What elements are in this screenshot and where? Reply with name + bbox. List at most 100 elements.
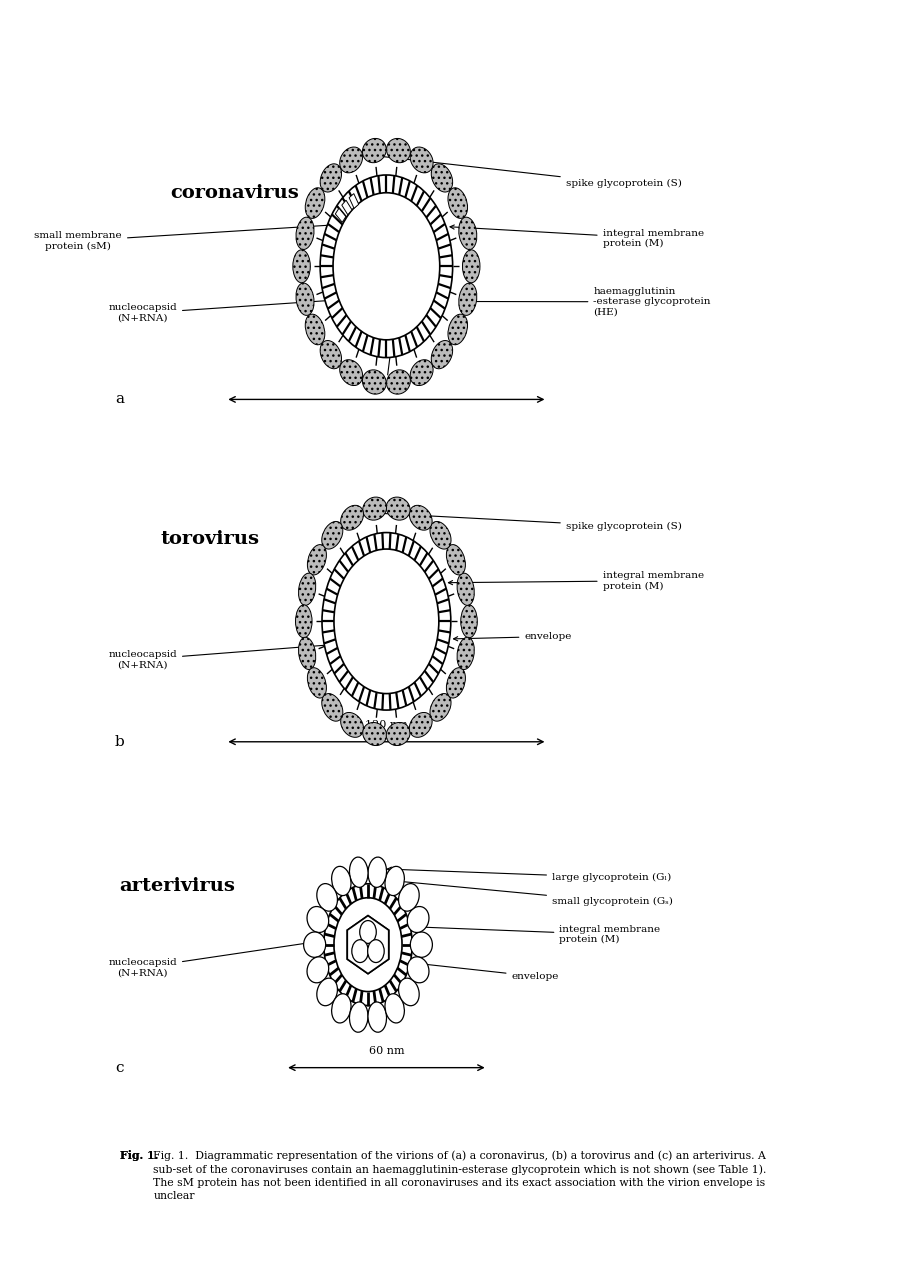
Text: integral membrane
protein (M): integral membrane protein (M) <box>414 924 660 945</box>
Text: nucleocapsid
(N+RNA): nucleocapsid (N+RNA) <box>108 643 335 670</box>
Ellipse shape <box>384 866 404 895</box>
Circle shape <box>351 940 368 962</box>
Circle shape <box>333 193 439 340</box>
Ellipse shape <box>457 638 474 670</box>
Text: Fig. 1.: Fig. 1. <box>119 1150 158 1161</box>
Text: a: a <box>115 392 124 407</box>
Ellipse shape <box>362 138 386 162</box>
Ellipse shape <box>303 932 325 957</box>
Ellipse shape <box>322 694 343 721</box>
Ellipse shape <box>305 188 324 218</box>
Ellipse shape <box>446 544 465 574</box>
Ellipse shape <box>386 723 410 746</box>
Circle shape <box>368 940 384 962</box>
Ellipse shape <box>386 370 410 394</box>
Text: nucleocapsid
(N+RNA): nucleocapsid (N+RNA) <box>108 297 362 323</box>
Ellipse shape <box>339 147 362 172</box>
Ellipse shape <box>362 497 386 520</box>
Text: envelope: envelope <box>453 631 571 642</box>
Polygon shape <box>323 884 412 1006</box>
Ellipse shape <box>316 978 337 1006</box>
Circle shape <box>359 921 376 943</box>
Text: envelope: envelope <box>362 353 410 389</box>
Ellipse shape <box>368 1002 386 1032</box>
Ellipse shape <box>362 370 386 394</box>
Polygon shape <box>320 175 452 358</box>
Ellipse shape <box>331 866 351 895</box>
Ellipse shape <box>296 283 313 316</box>
Text: large glycoprotein (Gₗ): large glycoprotein (Gₗ) <box>387 867 671 883</box>
Ellipse shape <box>410 147 433 172</box>
Text: haemagglutinin
-esterase glycoprotein
(HE): haemagglutinin -esterase glycoprotein (H… <box>460 287 710 317</box>
Ellipse shape <box>307 907 328 932</box>
Ellipse shape <box>316 884 337 912</box>
Ellipse shape <box>459 283 476 316</box>
Ellipse shape <box>305 314 324 345</box>
Text: integral membrane
protein (M): integral membrane protein (M) <box>448 571 703 591</box>
Bar <box>342 200 352 214</box>
Text: Fig. 1.  Diagrammatic representation of the virions of (a) a coronavirus, (b) a : Fig. 1. Diagrammatic representation of t… <box>153 1150 766 1201</box>
Ellipse shape <box>296 217 313 250</box>
Text: 120 nm: 120 nm <box>365 720 407 730</box>
Ellipse shape <box>320 341 341 369</box>
Ellipse shape <box>407 907 428 932</box>
Circle shape <box>351 940 368 962</box>
Ellipse shape <box>340 506 363 530</box>
Ellipse shape <box>307 957 328 983</box>
Ellipse shape <box>307 668 326 699</box>
Text: arterivirus: arterivirus <box>119 877 235 895</box>
Text: integral membrane
protein (M): integral membrane protein (M) <box>449 224 703 249</box>
Ellipse shape <box>340 713 363 737</box>
Ellipse shape <box>429 694 450 721</box>
Circle shape <box>334 898 402 992</box>
Circle shape <box>368 940 384 962</box>
Text: spike glycoprotein (S): spike glycoprotein (S) <box>376 511 681 531</box>
Bar <box>335 208 346 222</box>
Ellipse shape <box>460 605 477 638</box>
Ellipse shape <box>398 884 419 912</box>
Ellipse shape <box>386 497 410 520</box>
Ellipse shape <box>409 506 432 530</box>
Ellipse shape <box>410 932 432 957</box>
Ellipse shape <box>292 250 310 283</box>
Text: torovirus: torovirus <box>161 530 260 548</box>
Text: 120 nm: 120 nm <box>365 378 407 388</box>
Ellipse shape <box>448 188 467 218</box>
Ellipse shape <box>429 521 450 549</box>
Text: b: b <box>115 734 125 749</box>
Ellipse shape <box>295 605 312 638</box>
Circle shape <box>359 921 376 943</box>
Text: Fig. 1.: Fig. 1. <box>119 1150 158 1161</box>
Bar <box>348 194 358 208</box>
Polygon shape <box>322 533 450 710</box>
Polygon shape <box>346 915 389 974</box>
Ellipse shape <box>322 521 343 549</box>
Ellipse shape <box>407 957 428 983</box>
Circle shape <box>334 549 438 694</box>
Ellipse shape <box>349 1002 368 1032</box>
Polygon shape <box>346 915 389 974</box>
Ellipse shape <box>320 164 341 191</box>
Text: spike glycoprotein (S): spike glycoprotein (S) <box>375 155 681 189</box>
Text: coronavirus: coronavirus <box>170 184 299 202</box>
Ellipse shape <box>431 164 452 191</box>
Ellipse shape <box>368 857 386 888</box>
Ellipse shape <box>331 994 351 1023</box>
Ellipse shape <box>398 978 419 1006</box>
Ellipse shape <box>448 314 467 345</box>
Ellipse shape <box>457 573 474 605</box>
Text: c: c <box>115 1060 123 1075</box>
Ellipse shape <box>409 713 432 737</box>
Ellipse shape <box>298 573 315 605</box>
Ellipse shape <box>349 857 368 888</box>
Text: nucleocapsid
(N+RNA): nucleocapsid (N+RNA) <box>108 937 335 978</box>
Ellipse shape <box>362 723 386 746</box>
Ellipse shape <box>339 360 362 385</box>
Text: small glycoprotein (Gₛ): small glycoprotein (Gₛ) <box>398 880 672 907</box>
Ellipse shape <box>446 668 465 699</box>
Ellipse shape <box>410 360 433 385</box>
Text: 60 nm: 60 nm <box>369 1046 403 1056</box>
Text: envelope: envelope <box>414 961 558 981</box>
Ellipse shape <box>298 638 315 670</box>
Ellipse shape <box>307 544 326 574</box>
